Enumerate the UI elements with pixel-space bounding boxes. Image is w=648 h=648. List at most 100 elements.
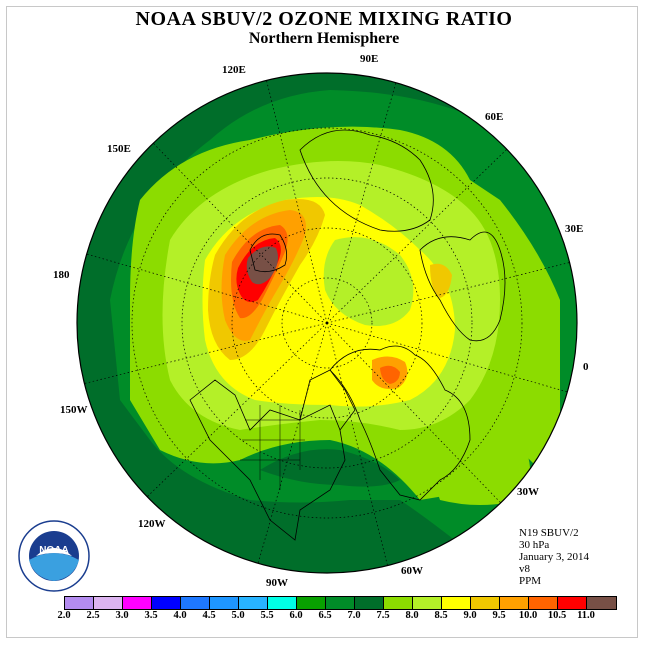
meridian-line xyxy=(86,253,328,324)
lon-label-60e: 60E xyxy=(485,111,503,123)
colorbar-tick-label: 7.0 xyxy=(347,610,361,621)
info-level: 30 hPa xyxy=(519,539,550,551)
colorbar-tick-label: 4.5 xyxy=(202,610,216,621)
lon-label-0: 0 xyxy=(583,361,589,373)
colorbar-swatch xyxy=(587,597,616,609)
graticule xyxy=(84,80,570,566)
meridian-line xyxy=(326,149,508,324)
figure-frame xyxy=(6,6,638,638)
meridian-lines xyxy=(84,80,570,566)
greenland-outline xyxy=(299,369,356,431)
colorbar-swatch xyxy=(326,597,355,609)
meridian-line xyxy=(257,322,328,564)
logo-text: NOAA xyxy=(39,545,68,556)
latitude-circle-80n xyxy=(281,277,373,369)
latitude-circle-60n xyxy=(181,177,473,469)
colorbar-swatch xyxy=(210,597,239,609)
meridian-line xyxy=(326,82,397,324)
colorbar-tick-label: 5.5 xyxy=(260,610,274,621)
colorbar-swatch xyxy=(500,597,529,609)
product-info: N19 SBUV/2 30 hPa January 3, 2014 v8 PPM xyxy=(519,527,589,587)
asia-outline-1 xyxy=(419,231,506,342)
info-units: PPM xyxy=(519,575,542,587)
asia-outline-2 xyxy=(299,129,434,232)
europe-africa-outline xyxy=(329,345,471,501)
info-instrument: N19 SBUV/2 xyxy=(519,527,579,539)
colorbar-swatch xyxy=(413,597,442,609)
colorbar-tick-label: 10.0 xyxy=(518,610,538,621)
north-america-outline xyxy=(189,379,346,541)
colorbar-tick-label: 3.0 xyxy=(115,610,129,621)
colorbar-tick-label: 2.0 xyxy=(57,610,71,621)
colorbar-swatch xyxy=(152,597,181,609)
meridian-line xyxy=(146,322,328,497)
colorbar-swatch xyxy=(65,597,94,609)
us-state-grid xyxy=(240,405,305,490)
colorbar-tick-label: 2.5 xyxy=(86,610,100,621)
colorbar-tick-label: 8.0 xyxy=(405,610,419,621)
lon-label-30e: 30E xyxy=(565,223,583,235)
colorbar-swatch xyxy=(239,597,268,609)
colorbar-tick-label: 5.0 xyxy=(231,610,245,621)
field-brown-max xyxy=(246,246,278,285)
colorbar-swatch xyxy=(471,597,500,609)
info-date: January 3, 2014 xyxy=(519,551,589,563)
colorbar-swatch xyxy=(181,597,210,609)
colorbar-tick-label: 8.5 xyxy=(434,610,448,621)
colorbar-tick-label: 9.0 xyxy=(463,610,477,621)
colorbar-swatch xyxy=(442,597,471,609)
kamchatka-outline xyxy=(249,233,288,273)
meridian-line xyxy=(326,322,568,393)
meridian-line xyxy=(153,142,328,324)
colorbar-tick-label: 10.5 xyxy=(547,610,567,621)
colorbar xyxy=(64,596,617,610)
lon-label-150w: 150W xyxy=(60,404,88,416)
colorbar-tick-label: 11.0 xyxy=(577,610,595,621)
lon-label-150e: 150E xyxy=(107,143,131,155)
logo-wave xyxy=(29,553,79,581)
lon-label-90e: 90E xyxy=(360,53,378,65)
colorbar-tick-label: 6.5 xyxy=(318,610,332,621)
colorbar-swatch xyxy=(123,597,152,609)
longitude-labels: 90E 120E 60E 150E 30E 180 0 150W 30W 120… xyxy=(53,53,589,589)
lon-label-30w: 30W xyxy=(517,486,539,498)
latitude-circle-50n xyxy=(131,127,523,519)
info-version: v8 xyxy=(519,563,530,575)
colorbar-swatch xyxy=(268,597,297,609)
lon-label-60w: 60W xyxy=(401,565,423,577)
map-subtitle: Northern Hemisphere xyxy=(248,30,400,47)
colorbar-ticks: 2.0 2.5 3.0 3.5 4.0 4.5 5.0 5.5 6.0 6.5 7.0 7.5 8.0 8… xyxy=(50,610,610,624)
colorbar-tick-label: 7.5 xyxy=(376,610,390,621)
meridian-line xyxy=(326,262,570,324)
lon-label-120e: 120E xyxy=(222,64,246,76)
meridian-line xyxy=(326,322,388,566)
colorbar-tick-label: 9.5 xyxy=(492,610,506,621)
ozone-field xyxy=(77,73,577,573)
field-inner-yellow-green xyxy=(323,237,414,326)
colorbar-tick-label: 4.0 xyxy=(173,610,187,621)
state-borders xyxy=(240,405,305,490)
colorbar-swatch xyxy=(529,597,558,609)
field-gold-spot xyxy=(430,263,452,298)
logo-gull xyxy=(36,548,72,556)
colorbar-swatch xyxy=(297,597,326,609)
lon-label-180: 180 xyxy=(53,269,70,281)
colorbar-swatch xyxy=(94,597,123,609)
meridian-line xyxy=(266,80,328,324)
meridian-line xyxy=(326,322,501,504)
field-light-green-lobe xyxy=(430,438,530,505)
colorbar-swatch xyxy=(355,597,384,609)
map-title: NOAA SBUV/2 OZONE MIXING RATIO xyxy=(135,8,513,30)
coastlines xyxy=(189,129,506,541)
colorbar-tick-label: 6.0 xyxy=(289,610,303,621)
noaa-logo: NOAA xyxy=(18,520,90,592)
lon-label-90w: 90W xyxy=(266,577,288,589)
colorbar-swatch xyxy=(384,597,413,609)
latitude-circle-70n xyxy=(231,227,423,419)
colorbar-swatch xyxy=(558,597,587,609)
field-red-orange-spot xyxy=(380,365,400,384)
colorbar-tick-label: 3.5 xyxy=(144,610,158,621)
meridian-line xyxy=(84,322,328,384)
lon-label-120w: 120W xyxy=(138,518,166,530)
